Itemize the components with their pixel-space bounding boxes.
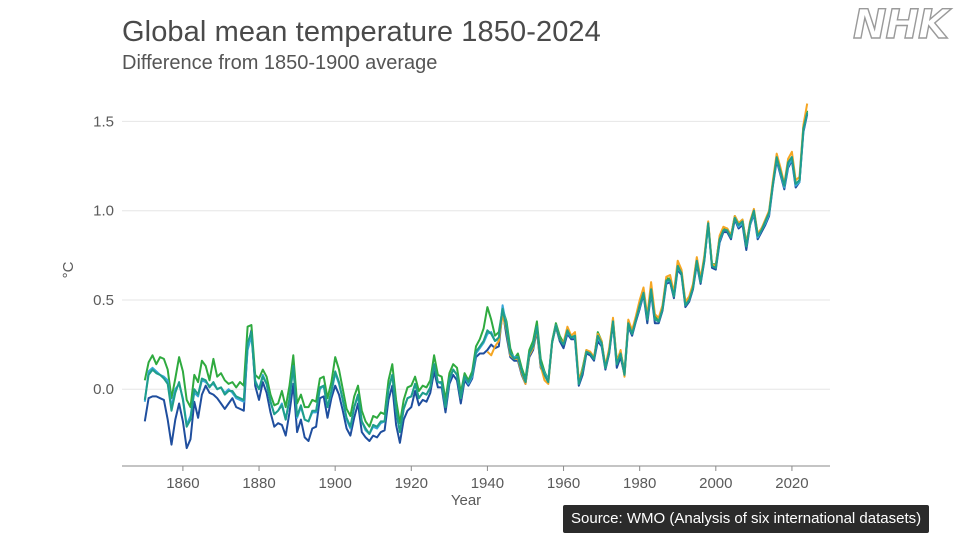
x-axis-ticks: 1860 1880 1900 1920 1940 1960 1980 2000 2020 <box>166 466 809 492</box>
x-tick-label: 1960 <box>547 475 580 492</box>
series-line-2 <box>143 110 809 428</box>
x-tick-label: 1940 <box>471 475 504 492</box>
y-tick-label: 1.5 <box>93 113 114 130</box>
chart-title: Global mean temperature 1850-2024 <box>122 16 601 48</box>
series-line-5 <box>143 112 809 435</box>
x-axis-label: Year <box>451 492 481 509</box>
chart-subtitle: Difference from 1850-1900 average <box>122 52 438 74</box>
x-tick-label: 2000 <box>699 475 732 492</box>
y-tick-label: 1.0 <box>93 203 114 220</box>
y-axis-label: °C <box>60 261 77 278</box>
y-axis-ticks: 0.0 0.5 1.0 1.5 <box>93 113 114 398</box>
x-tick-label: 1860 <box>166 475 199 492</box>
y-tick-label: 0.0 <box>93 381 114 398</box>
gridlines <box>122 120 830 390</box>
x-tick-label: 2020 <box>775 475 808 492</box>
y-tick-label: 0.5 <box>93 292 114 309</box>
source-caption: Source: WMO (Analysis of six internation… <box>563 505 930 533</box>
x-tick-label: 1880 <box>242 475 275 492</box>
x-tick-label: 1920 <box>395 475 428 492</box>
x-tick-label: 1980 <box>623 475 656 492</box>
x-tick-label: 1900 <box>318 475 351 492</box>
nhk-logo: NHK <box>852 1 949 48</box>
series-lines <box>143 103 809 450</box>
